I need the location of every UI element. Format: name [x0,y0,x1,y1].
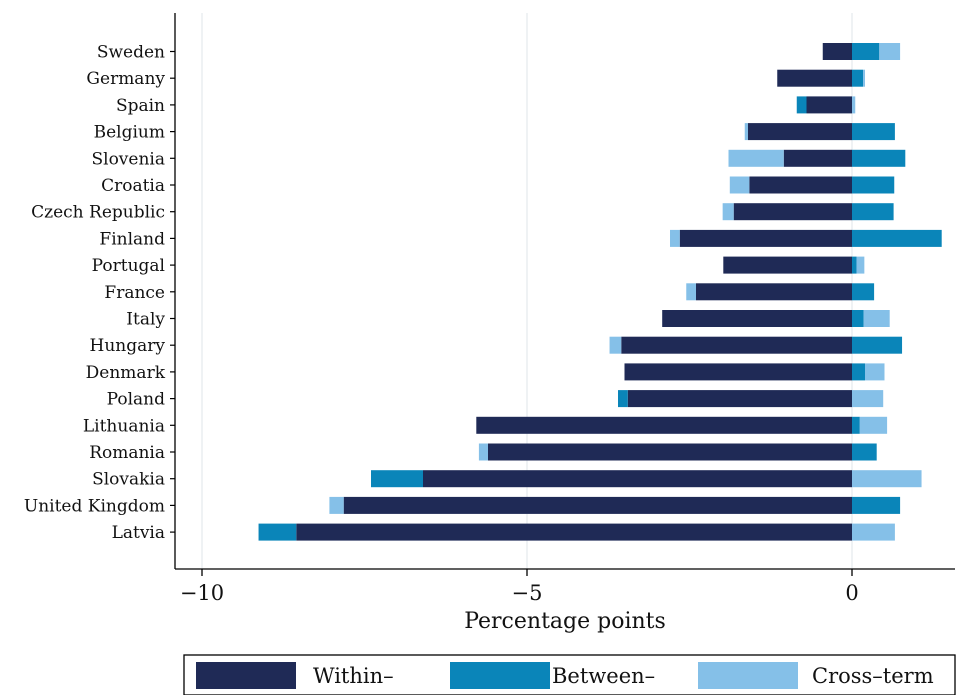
category-label: France [104,283,165,303]
bar-united-kingdom-between [852,496,901,514]
bar-sweden-within [822,43,852,60]
bar-portugal-between [852,256,857,274]
bar-belgium-between [852,123,895,141]
bar-portugal-cross-term [856,256,865,274]
bar-lithuania-cross-term [859,416,888,434]
bar-spain-between [796,96,807,114]
bar-slovakia-between [371,470,423,488]
category-label: Lithuania [83,416,165,436]
category-label: Hungary [90,336,166,356]
legend-label-cross-term: Cross–term [812,664,934,688]
category-label: Czech Republic [31,203,165,223]
bar-latvia-cross-term [852,523,895,541]
category-label: Latvia [112,523,165,543]
bar-spain-within [806,96,852,114]
bar-hungary-cross-term [609,336,622,354]
bar-portugal-within [723,256,852,274]
bar-lithuania-between [852,416,860,434]
bar-finland-cross-term [670,229,680,247]
bar-czech-republic-cross-term [722,203,734,221]
category-label: Slovakia [92,470,165,490]
bar-slovakia-within [423,470,852,488]
legend-items: Within– Between– Cross–term [196,662,934,689]
bar-united-kingdom-within [343,496,852,514]
bar-slovakia-cross-term [852,470,922,488]
legend-label-within: Within– [313,664,394,688]
legend-label-between: Between– [552,664,655,688]
category-label: Portugal [92,256,165,276]
category-labels: Sweden Germany Spain Belgium Slovenia Croatia… [24,43,175,543]
bar-sweden-cross-term [879,43,901,60]
bar-poland-cross-term [852,390,884,408]
bar-czech-republic-within [733,203,852,221]
legend-swatch-within [196,662,296,689]
category-label: Italy [126,310,165,330]
bar-denmark-within [624,363,852,381]
bar-united-kingdom-cross-term [329,496,344,514]
legend-swatch-between [450,662,550,689]
bar-hungary-within [621,336,852,354]
category-label: Poland [107,390,166,410]
bar-italy-cross-term [863,310,890,327]
category-label: Sweden [97,43,165,63]
bar-germany-between [852,69,864,87]
bar-slovenia-between [852,149,906,167]
bar-romania-between [852,443,877,461]
legend-swatch-cross-term [698,662,798,689]
bar-croatia-within [749,176,852,194]
bar-italy-within [662,310,852,327]
category-label: Romania [89,443,165,463]
bar-france-between [852,283,875,301]
bar-romania-within [488,443,852,461]
bar-lithuania-within [476,416,852,434]
bar-spain-cross-term [852,96,856,114]
bar-france-cross-term [686,283,696,301]
x-tick-label: 0 [845,581,858,605]
category-label: Slovenia [91,149,165,169]
bar-romania-cross-term [478,443,488,461]
bar-finland-between [852,229,942,247]
bar-latvia-between [258,523,297,541]
category-label: Germany [86,69,165,89]
bar-france-within [696,283,852,301]
category-label: Belgium [94,123,165,143]
bar-croatia-between [852,176,895,194]
category-label: United Kingdom [24,496,165,516]
bar-poland-between [618,390,628,408]
bar-germany-cross-term [863,69,865,87]
bar-finland-within [679,229,852,247]
bar-denmark-between [852,363,865,381]
bar-belgium-cross-term [744,123,748,141]
bar-germany-within [777,69,852,87]
category-label: Finland [99,229,165,249]
category-label: Denmark [86,363,166,383]
bar-croatia-cross-term [729,176,750,194]
bar-belgium-within [748,123,852,141]
x-tick-label: −5 [512,581,543,605]
bar-sweden-between [852,43,880,60]
category-label: Spain [116,96,165,116]
bar-italy-between [852,310,864,327]
bar-slovenia-cross-term [728,149,784,167]
bar-slovenia-within [783,149,852,167]
bars [258,43,942,541]
x-ticks: −10 −5 0 [180,569,859,605]
x-tick-label: −10 [180,581,224,605]
bar-czech-republic-between [852,203,894,221]
category-label: Croatia [101,176,165,196]
bar-latvia-within [296,523,852,541]
legend: Within– Between– Cross–term [183,654,956,695]
bar-denmark-cross-term [865,363,885,381]
legend-frame [183,654,956,695]
bar-hungary-between [852,336,903,354]
x-axis-title: Percentage points [464,609,666,634]
bar-poland-within [627,390,852,408]
